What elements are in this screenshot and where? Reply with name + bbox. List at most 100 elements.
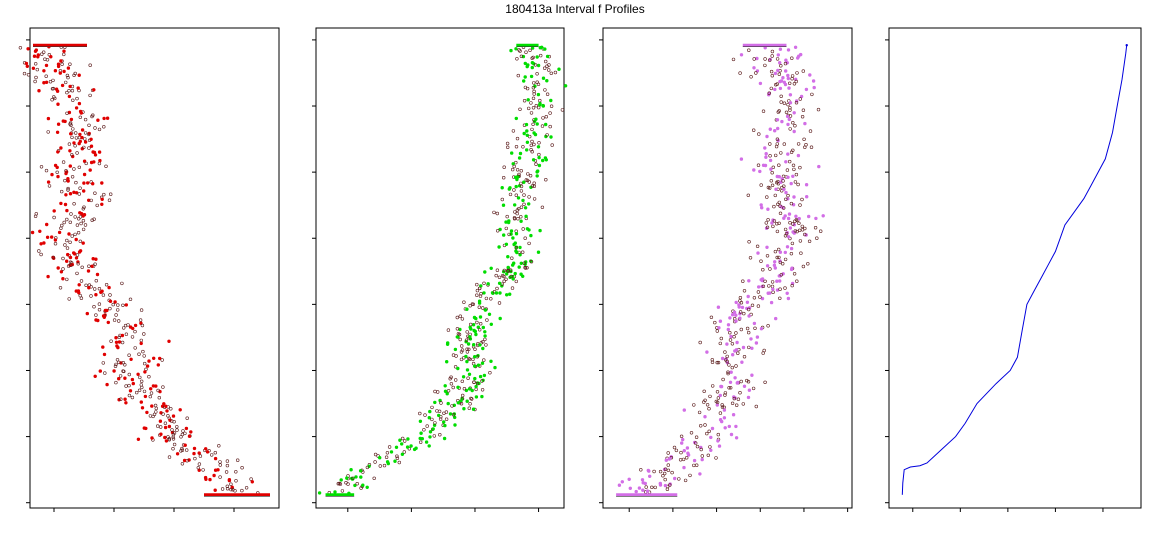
data-point [477,305,481,309]
data-point [525,133,529,138]
data-point [74,136,79,140]
data-point [813,226,818,230]
data-point [94,257,98,261]
data-point [747,240,751,244]
data-point [116,319,121,323]
data-point [694,463,699,467]
data-point [438,417,443,421]
data-point [149,391,154,395]
data-point [526,202,531,206]
data-point [472,380,476,384]
data-point [787,99,791,103]
data-point [796,182,800,187]
data-point [185,416,189,420]
data-point [733,349,737,353]
data-point [804,183,809,187]
data-point [764,155,768,159]
data-point [658,469,663,474]
data-point [116,303,120,307]
data-point [47,184,52,188]
data-point [197,451,201,455]
data-point [398,438,402,442]
data-point [787,86,791,90]
data-point [494,273,498,278]
data-point [794,214,798,219]
data-point [525,227,530,231]
data-point [729,334,733,339]
data-point [527,195,531,199]
data-point [527,241,531,246]
data-point [738,312,742,316]
data-point [537,103,542,107]
data-point [484,343,488,347]
data-point [767,58,772,62]
data-point [790,74,795,78]
data-point [51,78,55,83]
data-point [213,488,217,492]
data-point [742,355,747,359]
data-point [800,114,805,119]
data-point [62,69,66,74]
data-point [666,463,670,467]
data-point [785,291,789,295]
data-point [790,241,795,246]
data-point [439,401,443,405]
data-point [393,459,397,463]
data-point [723,391,728,395]
data-point [97,150,102,154]
data-point [401,436,405,441]
data-point [531,106,536,110]
data-point [545,64,549,68]
data-point [171,447,175,451]
data-point [640,478,645,482]
data-point [519,181,523,186]
data-point [80,135,84,140]
data-point [64,171,68,176]
data-point [107,285,111,290]
data-point [746,395,751,400]
data-point [456,366,460,371]
data-point [662,471,667,476]
plot-frame [315,27,565,509]
data-point [505,293,509,297]
data-point [647,474,652,478]
data-point [709,448,713,452]
data-point [685,446,690,450]
data-point [759,259,763,263]
data-point [530,60,535,65]
data-point [402,450,406,454]
data-point [44,168,49,173]
data-point [403,439,407,443]
data-point [92,305,96,309]
data-point [782,216,786,220]
data-point [798,239,803,243]
data-point [97,308,102,312]
data-point [777,109,781,113]
data-point [418,419,423,423]
data-point [710,426,715,431]
data-point [54,87,59,91]
data-point [102,192,106,197]
data-point [756,251,760,255]
data-point [175,452,180,456]
data-point [800,224,804,229]
data-point [777,255,781,260]
data-point [428,430,433,434]
data-point [42,241,46,245]
data-point [216,468,220,472]
data-point [784,197,788,202]
data-point [663,467,668,471]
data-point [529,233,533,238]
data-point [531,122,535,127]
data-point [498,316,502,321]
data-point [101,361,106,365]
data-point [739,327,743,332]
data-point [720,405,725,409]
data-point [149,387,153,391]
data-point [26,47,30,51]
data-point [373,452,378,457]
data-point [205,450,210,454]
data-point [428,409,432,414]
data-point [432,434,436,438]
data-point [150,436,154,440]
